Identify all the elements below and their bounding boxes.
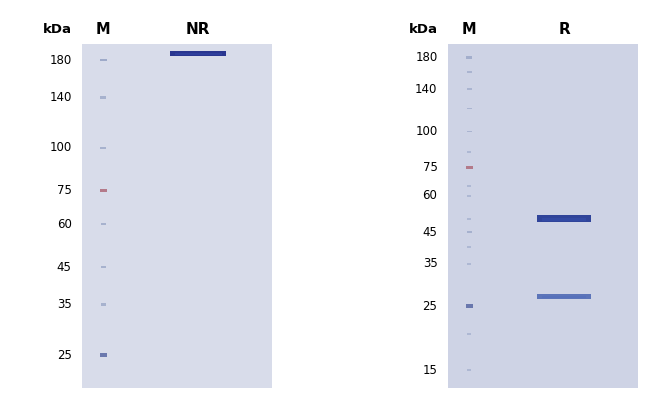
Bar bbox=[100, 96, 106, 99]
Bar bbox=[467, 131, 472, 132]
Bar bbox=[467, 151, 471, 153]
Bar bbox=[467, 218, 471, 220]
Bar bbox=[101, 266, 106, 268]
Text: kDa: kDa bbox=[42, 23, 72, 36]
Bar bbox=[467, 263, 471, 265]
Text: 15: 15 bbox=[422, 364, 437, 377]
Text: 45: 45 bbox=[57, 261, 72, 274]
Bar bbox=[466, 57, 472, 59]
Text: 180: 180 bbox=[49, 54, 72, 67]
Bar bbox=[83, 44, 272, 389]
Bar bbox=[541, 296, 586, 298]
Bar bbox=[467, 246, 471, 248]
Bar bbox=[538, 215, 591, 222]
Text: 100: 100 bbox=[49, 141, 72, 154]
Bar bbox=[467, 231, 472, 233]
Text: 180: 180 bbox=[415, 51, 437, 64]
Bar bbox=[467, 369, 471, 371]
Text: 100: 100 bbox=[415, 125, 437, 138]
Bar bbox=[101, 223, 106, 225]
Text: 75: 75 bbox=[57, 184, 72, 197]
Bar bbox=[174, 53, 222, 55]
Text: NR: NR bbox=[186, 22, 211, 37]
Text: 75: 75 bbox=[422, 161, 437, 174]
Bar bbox=[100, 59, 107, 62]
Text: 35: 35 bbox=[57, 298, 72, 311]
Text: 60: 60 bbox=[422, 189, 437, 202]
Text: 35: 35 bbox=[422, 257, 437, 270]
Bar bbox=[467, 333, 471, 335]
Text: M: M bbox=[96, 22, 110, 37]
Bar bbox=[99, 353, 107, 357]
Text: 60: 60 bbox=[57, 218, 72, 231]
Text: kDa: kDa bbox=[408, 23, 437, 36]
Bar bbox=[541, 218, 586, 221]
Bar bbox=[465, 166, 473, 169]
Bar bbox=[448, 44, 638, 389]
Text: 45: 45 bbox=[422, 225, 437, 238]
Bar bbox=[465, 304, 473, 308]
Bar bbox=[467, 195, 471, 197]
Text: 140: 140 bbox=[49, 91, 72, 104]
Text: 25: 25 bbox=[57, 349, 72, 362]
Bar bbox=[101, 303, 106, 306]
Text: R: R bbox=[558, 22, 570, 37]
Bar bbox=[467, 72, 472, 73]
Bar bbox=[99, 189, 107, 193]
Text: 140: 140 bbox=[415, 83, 437, 96]
Bar bbox=[467, 88, 472, 90]
Bar bbox=[170, 51, 226, 56]
Bar bbox=[467, 108, 472, 109]
Text: 25: 25 bbox=[422, 300, 437, 312]
Bar bbox=[538, 294, 591, 299]
Bar bbox=[100, 146, 106, 149]
Bar bbox=[467, 185, 471, 187]
Text: M: M bbox=[462, 22, 476, 37]
